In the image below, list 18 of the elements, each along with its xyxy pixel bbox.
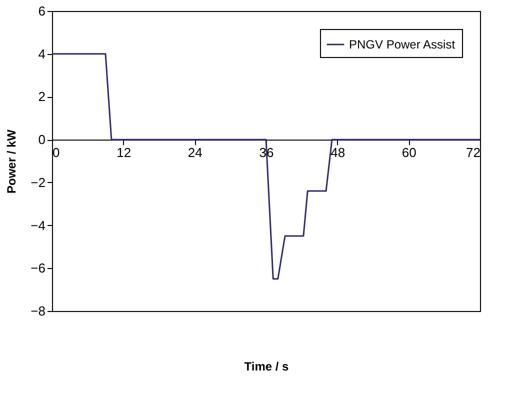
x-tick-label: 72 — [466, 145, 480, 160]
legend-label: PNGV Power Assist — [349, 38, 456, 52]
y-tick-label: −8 — [30, 304, 46, 318]
y-tick-label: 0 — [38, 132, 46, 148]
y-axis-title: Power / kW — [4, 128, 19, 194]
line-series — [51, 53, 481, 280]
x-axis-title: Time / s — [244, 360, 290, 374]
x-tick-label: 60 — [402, 145, 416, 160]
y-tick-label: 2 — [38, 89, 46, 104]
y-tick-label: −2 — [30, 174, 46, 190]
x-tick-label: 0 — [52, 145, 60, 160]
x-tick-label: 12 — [116, 145, 132, 160]
y-tick-label: −6 — [30, 260, 46, 276]
y-tick-label: 6 — [38, 4, 46, 18]
x-tick-label: 48 — [330, 145, 346, 160]
y-tick-label: −4 — [30, 218, 46, 233]
x-tick-label: 24 — [188, 145, 202, 160]
y-tick-label: 4 — [38, 46, 46, 62]
